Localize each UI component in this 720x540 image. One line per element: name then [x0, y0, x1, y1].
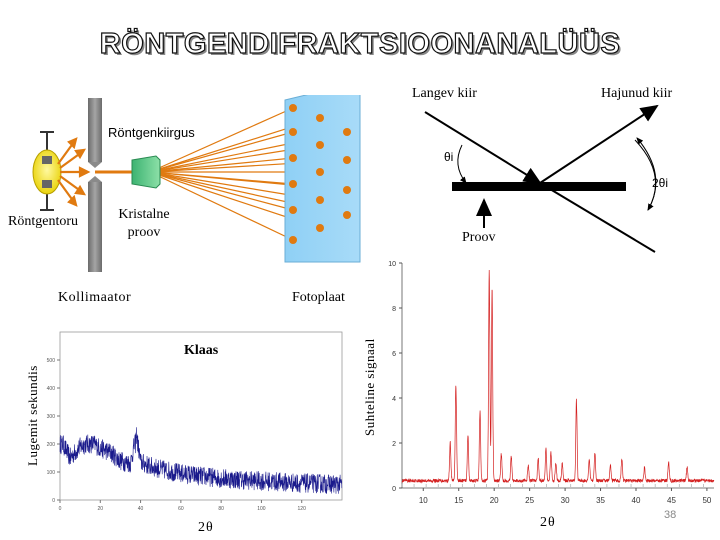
crystal-y-tick-label: 10 [388, 261, 396, 268]
glass-series-line [59, 427, 343, 494]
theta-label: θi [444, 150, 453, 164]
glass-chart-title: Klaas [184, 343, 219, 358]
scattered-beam-label: Hajunud kiir [601, 86, 673, 101]
glass-y-tick-label: 100 [47, 470, 56, 476]
glass-x-tick-label: 60 [178, 506, 184, 512]
crystal-x-tick-label: 50 [702, 496, 711, 505]
incident-beam-label: Langev kiir [412, 86, 477, 101]
page-number: 38 [664, 509, 677, 521]
collimator-top [88, 98, 102, 162]
photographic-plate [284, 95, 361, 263]
crystal-label: Kristalne proov [112, 206, 176, 242]
crystal-y-tick-label: 0 [392, 486, 396, 493]
xray-tube-icon [32, 131, 62, 211]
glass-x-tick-label: 80 [218, 506, 224, 512]
crystal-label-line1: Kristalne [118, 207, 170, 222]
collimator-bottom [88, 182, 102, 272]
sample-plate [452, 182, 626, 191]
crystal-y-tick-label: 2 [392, 441, 396, 448]
crystal-x-tick-label: 25 [525, 496, 534, 505]
crystal-y-tick-label: 4 [392, 396, 396, 403]
crystal-label-line2: proov [127, 225, 161, 240]
crystal-x-tick-label: 35 [596, 496, 605, 505]
tube-label: Röntgentoru [8, 214, 78, 229]
crystal-sample [131, 155, 161, 189]
crystal-series-line [401, 269, 715, 484]
collimator-label: Kollimaator [58, 290, 132, 305]
glass-y-tick-label: 400 [47, 386, 56, 392]
crystal-x-tick-label: 20 [490, 496, 499, 505]
crystal-x-tick-label: 45 [667, 496, 676, 505]
glass-y-tick-label: 300 [47, 414, 56, 420]
crystal-x-tick-label: 15 [454, 496, 463, 505]
xray-setup-diagram [32, 95, 361, 272]
slide-title: RÖNTGENDIFRAKTSIOONANALÜÜS [99, 27, 621, 60]
crystal-x-tick-label: 40 [632, 496, 641, 505]
crystal-x-tick-label: 30 [561, 496, 570, 505]
glass-y-tick-label: 200 [47, 442, 56, 448]
crystal-x-tick-label: 10 [419, 496, 428, 505]
diffraction-spots [289, 104, 351, 244]
glass-y-tick-label: 0 [52, 498, 55, 504]
crystal-y-tick-label: 6 [392, 351, 396, 358]
tube-emission-arrows [57, 137, 91, 207]
glass-chart-xlabel: 2θ [198, 520, 214, 535]
crystal-y-tick-label: 8 [392, 306, 396, 313]
crystal-chart-xlabel: 2θ [540, 515, 556, 530]
glass-x-tick-label: 100 [257, 506, 266, 512]
glass-x-tick-label: 120 [298, 506, 307, 512]
two-theta-label: 2θi [652, 176, 668, 190]
bragg-geometry-diagram: θi 2θi [424, 104, 668, 253]
glass-x-tick-label: 20 [98, 506, 104, 512]
glass-x-tick-label: 40 [138, 506, 144, 512]
sample-label: Proov [462, 230, 496, 245]
xray-label: Röntgenkiirgus [108, 125, 195, 140]
glass-x-tick-label: 0 [59, 506, 62, 512]
plate-label: Fotoplaat [292, 290, 345, 305]
glass-y-tick-label: 500 [47, 358, 56, 364]
